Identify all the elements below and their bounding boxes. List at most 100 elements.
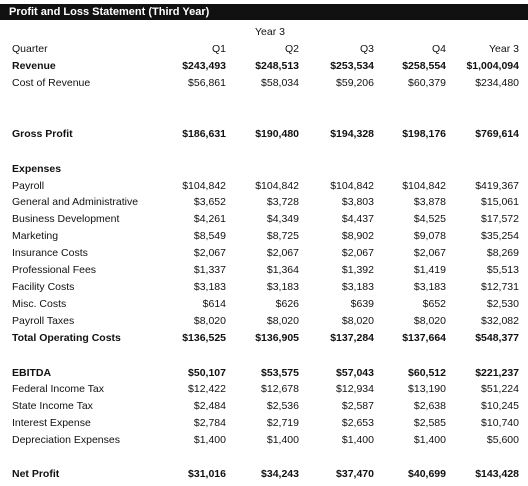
cell-q3: $104,842: [330, 180, 374, 192]
cell-year: $35,254: [481, 230, 519, 242]
row-depreciation-expenses: Depreciation Expenses $1,400 $1,400 $1,4…: [0, 432, 528, 448]
row-payroll-taxes: Payroll Taxes $8,020 $8,020 $8,020 $8,02…: [0, 313, 528, 329]
cell-q1: $4,261: [193, 213, 226, 225]
cell-q4: $4,525: [413, 213, 446, 225]
cell-q3: $59,206: [336, 77, 374, 89]
cell-q3: $8,902: [341, 230, 374, 242]
cell-q1: $8,020: [193, 315, 226, 327]
cell-q4: $40,699: [408, 468, 446, 480]
row-label: Expenses: [12, 163, 62, 175]
row-state-income-tax: State Income Tax $2,484 $2,536 $2,587 $2…: [0, 398, 528, 414]
column-header-q4: Q4: [431, 43, 446, 55]
quarter-label: Quarter: [12, 43, 48, 55]
cell-q2: $8,725: [266, 230, 299, 242]
row-label: Marketing: [12, 230, 59, 242]
cell-q2: $8,020: [266, 315, 299, 327]
cell-q2: $248,513: [255, 60, 299, 72]
cell-q1: $186,631: [182, 128, 226, 140]
row-misc-costs: Misc. Costs $614 $626 $639 $652 $2,530: [0, 296, 528, 312]
cell-q2: $1,364: [266, 264, 299, 276]
cell-year: $12,731: [481, 281, 519, 293]
cell-q3: $2,653: [341, 417, 374, 429]
cell-q4: $2,638: [413, 400, 446, 412]
cell-q3: $8,020: [341, 315, 374, 327]
cell-q1: $31,016: [188, 468, 226, 480]
row-business-development: Business Development $4,261 $4,349 $4,43…: [0, 211, 528, 227]
column-header-row: Quarter Q1 Q2 Q3 Q4 Year 3: [0, 41, 528, 57]
cell-q2: $3,183: [266, 281, 299, 293]
cell-q2: $58,034: [261, 77, 299, 89]
cell-q3: $194,328: [330, 128, 374, 140]
cell-q3: $2,067: [341, 247, 374, 259]
statement-title: Profit and Loss Statement (Third Year): [0, 4, 528, 20]
cell-year: $2,530: [486, 298, 519, 310]
cell-year: $17,572: [481, 213, 519, 225]
cell-q3: $1,392: [341, 264, 374, 276]
row-label: Payroll: [12, 180, 45, 192]
cell-q3: $2,587: [341, 400, 374, 412]
cell-q1: $8,549: [193, 230, 226, 242]
cell-q4: $137,664: [402, 332, 446, 344]
cell-q1: $56,861: [188, 77, 226, 89]
cell-q1: $104,842: [182, 180, 226, 192]
row-label: Insurance Costs: [12, 247, 88, 259]
cell-q4: $60,512: [408, 367, 446, 379]
row-label: Payroll Taxes: [12, 315, 75, 327]
cell-q4: $3,183: [413, 281, 446, 293]
cell-q2: $53,575: [261, 367, 299, 379]
cell-q2: $12,678: [261, 383, 299, 395]
cell-year: $234,480: [475, 77, 519, 89]
cell-q2: $1,400: [266, 434, 299, 446]
cell-q2: $626: [275, 298, 299, 310]
cell-q4: $1,419: [413, 264, 446, 276]
cell-year: $5,600: [486, 434, 519, 446]
cell-q3: $4,437: [341, 213, 374, 225]
cell-q1: $614: [202, 298, 226, 310]
year-header: Year 3: [255, 26, 285, 38]
cell-year: $221,237: [475, 367, 519, 379]
row-label: Federal Income Tax: [12, 383, 105, 395]
cell-q1: $3,652: [193, 196, 226, 208]
row-label: Misc. Costs: [12, 298, 67, 310]
row-label: Revenue: [12, 60, 56, 72]
cell-year: $8,269: [486, 247, 519, 259]
row-label: Interest Expense: [12, 417, 91, 429]
cell-year: $548,377: [475, 332, 519, 344]
cell-q1: $12,422: [188, 383, 226, 395]
cell-q4: $3,878: [413, 196, 446, 208]
row-label: Gross Profit: [12, 128, 73, 140]
row-ebitda: EBITDA $50,107 $53,575 $57,043 $60,512 $…: [0, 365, 528, 381]
cell-q4: $9,078: [413, 230, 446, 242]
cell-q2: $4,349: [266, 213, 299, 225]
row-label: Total Operating Costs: [12, 332, 121, 344]
cell-year: $143,428: [475, 468, 519, 480]
row-federal-income-tax: Federal Income Tax $12,422 $12,678 $12,9…: [0, 381, 528, 397]
row-label: EBITDA: [12, 367, 52, 379]
row-gross-profit: Gross Profit $186,631 $190,480 $194,328 …: [0, 126, 528, 142]
cell-q1: $1,400: [193, 434, 226, 446]
cell-q1: $2,784: [193, 417, 226, 429]
row-cost-of-revenue: Cost of Revenue $56,861 $58,034 $59,206 …: [0, 75, 528, 91]
cell-year: $15,061: [481, 196, 519, 208]
row-total-operating-costs: Total Operating Costs $136,525 $136,905 …: [0, 330, 528, 346]
cell-year: $769,614: [475, 128, 519, 140]
cell-q4: $8,020: [413, 315, 446, 327]
cell-q3: $12,934: [336, 383, 374, 395]
cell-q2: $2,067: [266, 247, 299, 259]
row-expenses-heading: Expenses: [0, 161, 528, 177]
cell-q1: $50,107: [188, 367, 226, 379]
cell-year: $10,245: [481, 400, 519, 412]
cell-q2: $104,842: [255, 180, 299, 192]
cell-q1: $2,067: [193, 247, 226, 259]
row-label: Business Development: [12, 213, 120, 225]
row-general-admin: General and Administrative $3,652 $3,728…: [0, 194, 528, 210]
cell-q4: $13,190: [408, 383, 446, 395]
cell-q1: $2,484: [193, 400, 226, 412]
cell-q2: $190,480: [255, 128, 299, 140]
row-facility-costs: Facility Costs $3,183 $3,183 $3,183 $3,1…: [0, 279, 528, 295]
row-label: Professional Fees: [12, 264, 97, 276]
row-label: Cost of Revenue: [12, 77, 91, 89]
cell-q2: $136,905: [255, 332, 299, 344]
cell-q4: $60,379: [408, 77, 446, 89]
cell-year: $32,082: [481, 315, 519, 327]
